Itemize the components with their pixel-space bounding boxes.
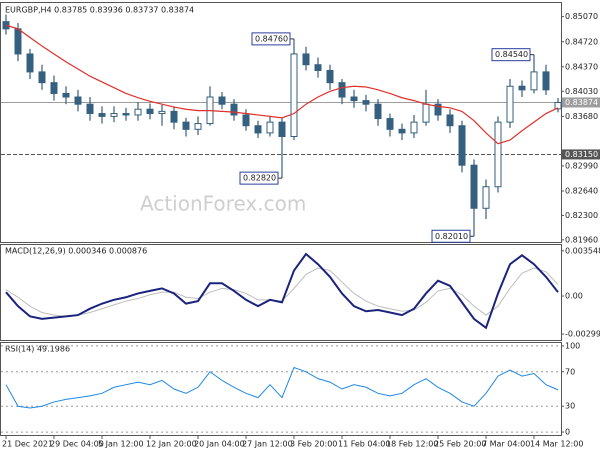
price-label: 0.83874: [565, 98, 598, 107]
y-tick-label: -0.002992: [565, 330, 600, 339]
candle-body: [386, 118, 394, 130]
candle-body: [350, 96, 358, 102]
candle-body: [170, 110, 178, 123]
x-tick-label: 18 Feb 12:00: [386, 440, 438, 449]
candle-body: [230, 103, 238, 116]
moving-average: [5, 24, 559, 145]
y-tick-label: 0.82300: [565, 211, 598, 220]
x-tick-label: 25 Feb 20:00: [434, 440, 486, 449]
annotation-label: 0.82820: [243, 174, 276, 183]
candle-body: [98, 113, 106, 117]
y-tick-label: 0.84370: [565, 62, 598, 71]
candle-body: [470, 164, 478, 209]
candle-body: [362, 100, 370, 105]
price-label-box: [562, 97, 600, 108]
candle-body: [146, 108, 154, 115]
y-tick-label: 100: [565, 341, 580, 350]
rsi-title: RSI(14) 49.1986: [5, 345, 70, 354]
annotation-label: 0.84540: [495, 50, 528, 59]
y-tick-label: 0.003548: [565, 246, 600, 255]
candle-body: [542, 71, 550, 91]
x-tick-label: 5 Jan 12:00: [98, 440, 144, 449]
y-tick-label: 0.00: [565, 291, 583, 300]
candle-body: [554, 101, 562, 110]
y-tick-label: 70: [565, 367, 575, 376]
annotation-box: [251, 32, 291, 46]
annotation-box: [239, 171, 279, 185]
candle-body: [422, 103, 430, 123]
candle-body: [482, 186, 490, 209]
candle-body: [494, 121, 502, 188]
y-tick-label: 0.82640: [565, 187, 598, 196]
annotation-box: [491, 48, 531, 62]
candle-body: [434, 103, 442, 116]
candle-body: [74, 96, 82, 105]
candle-body: [506, 85, 514, 123]
candle-body: [410, 121, 418, 134]
watermark: ActionForex.com: [140, 192, 306, 216]
annotation-box: [431, 229, 471, 243]
candle-body: [110, 113, 118, 117]
candle-body: [14, 28, 22, 55]
candle-body: [86, 103, 94, 115]
annotation-label: 0.82010: [435, 232, 468, 241]
candle-body: [50, 82, 58, 94]
chart-title: EURGBP,H4 0.83785 0.83936 0.83737 0.8387…: [5, 6, 194, 15]
candle-body: [182, 121, 190, 130]
x-tick-label: 27 Jan 12:00: [242, 440, 293, 449]
rsi-line: [5, 366, 559, 409]
y-tick-label: 0.85070: [565, 12, 598, 21]
x-tick-label: 29 Dec 04:00: [50, 440, 104, 449]
x-tick-label: 3 Feb 20:00: [290, 440, 337, 449]
candle-body: [446, 114, 454, 127]
y-tick-label: 0.82990: [565, 161, 598, 170]
candle-body: [398, 128, 406, 134]
candle-body: [326, 69, 334, 84]
x-tick-label: 12 Jan 20:00: [146, 440, 197, 449]
y-tick-label: 0.84030: [565, 87, 598, 96]
candle-body: [266, 121, 274, 134]
candle-body: [218, 96, 226, 105]
candle-body: [278, 121, 286, 137]
macd-title: MACD(12,26,9) 0.000346 0.000876: [5, 247, 147, 256]
annotation-label: 0.84760: [255, 34, 288, 43]
candle-body: [194, 123, 202, 130]
y-tick-label: 0: [565, 428, 570, 437]
price-label: 0.83150: [565, 150, 598, 159]
candle-body: [374, 103, 382, 120]
candle-body: [26, 53, 34, 73]
x-tick-label: 7 Mar 04:00: [482, 440, 530, 449]
price-label-box: [562, 149, 600, 160]
candle-body: [458, 125, 466, 166]
candle-body: [290, 53, 298, 137]
y-tick-label: 0.84720: [565, 37, 598, 46]
candle-body: [158, 110, 166, 115]
x-tick-label: 20 Jan 04:00: [194, 440, 245, 449]
candle-body: [338, 82, 346, 98]
macd-line: [5, 252, 559, 330]
candle-body: [302, 53, 310, 66]
price-panel: [0, 2, 562, 243]
y-tick-label: 0.81960: [565, 235, 598, 244]
x-tick-label: 21 Dec 2021: [2, 440, 53, 449]
rsi-panel: [0, 342, 562, 436]
candle-body: [62, 92, 70, 98]
candle-body: [254, 125, 262, 134]
candle-body: [518, 85, 526, 91]
y-tick-label: 0.83680: [565, 112, 598, 121]
y-tick-label: 30: [565, 402, 575, 411]
candle-body: [134, 108, 142, 116]
x-tick-label: 11 Feb 04:00: [338, 440, 390, 449]
macd-panel: [0, 244, 562, 341]
candle-body: [242, 114, 250, 127]
candle-body: [38, 71, 46, 84]
candle-body: [314, 64, 322, 71]
candle-body: [122, 113, 130, 116]
candle-body: [530, 71, 538, 91]
x-tick-label: 14 Mar 12:00: [530, 440, 583, 449]
